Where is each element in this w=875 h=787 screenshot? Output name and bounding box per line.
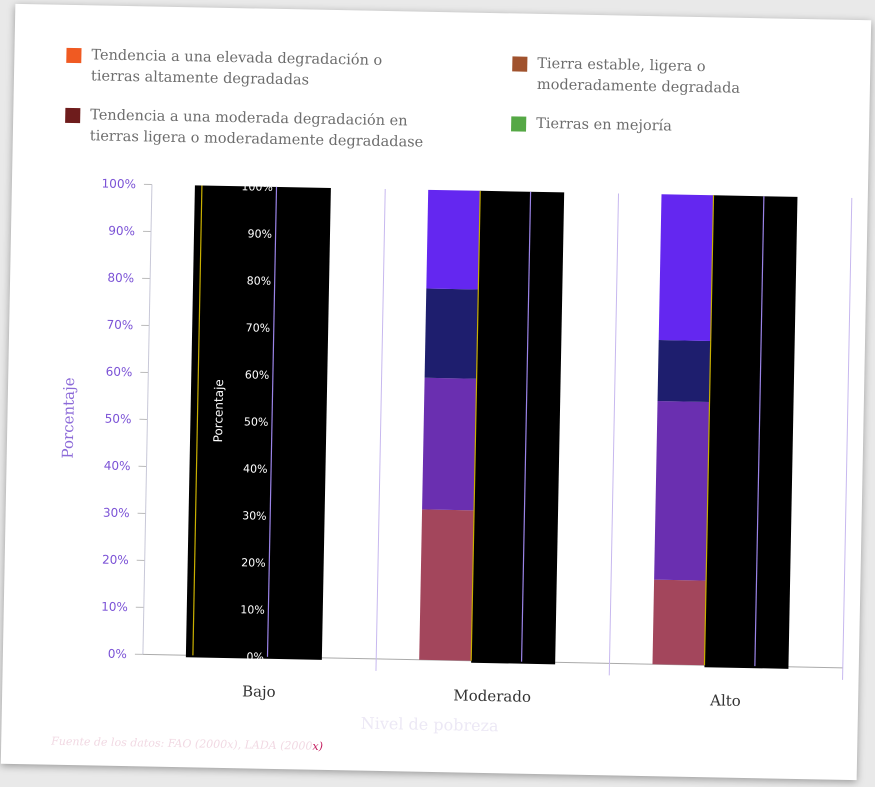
overlay-tick-label: 70% bbox=[246, 321, 271, 334]
overlay-tick-label: 10% bbox=[240, 603, 265, 616]
category-separator bbox=[608, 193, 620, 676]
overlay-panel bbox=[185, 185, 331, 660]
overlay-tick-label: 30% bbox=[242, 509, 267, 522]
overlay-panel bbox=[704, 195, 798, 669]
overlay-axis-title: Porcentaje bbox=[211, 379, 226, 442]
y-tick-label: 80% bbox=[107, 271, 134, 286]
overlay-tick-label: 60% bbox=[245, 368, 270, 381]
overlay-line bbox=[192, 185, 203, 656]
overlay-tick-label: 40% bbox=[243, 462, 268, 475]
overlay-line bbox=[470, 190, 481, 661]
overlay-line bbox=[754, 196, 765, 667]
overlay-tick-label: 0% bbox=[246, 650, 264, 663]
y-tick-label: 0% bbox=[108, 647, 127, 661]
x-tick-label: Bajo bbox=[242, 682, 276, 701]
y-tick-label: 10% bbox=[101, 600, 128, 615]
overlay-line bbox=[266, 186, 278, 657]
overlay-tick-label: 90% bbox=[247, 227, 272, 240]
y-tick-label: 50% bbox=[105, 412, 132, 427]
category-separator bbox=[842, 197, 853, 680]
y-tick-label: 30% bbox=[103, 506, 130, 521]
overlay-tick-label: 20% bbox=[241, 556, 266, 569]
overlay-panel bbox=[471, 190, 565, 665]
x-tick-label: Moderado bbox=[453, 686, 531, 705]
y-tick-label: 100% bbox=[101, 177, 136, 192]
y-tick-label: 20% bbox=[102, 553, 129, 568]
bar-segment bbox=[424, 288, 479, 379]
bar-segment bbox=[657, 339, 711, 403]
y-axis-title: Porcentaje bbox=[59, 377, 79, 459]
bar-segment bbox=[652, 579, 707, 666]
y-tick-label: 40% bbox=[104, 459, 131, 474]
bar-segment bbox=[422, 377, 477, 511]
y-tick-label: 60% bbox=[106, 365, 133, 380]
overlay-tick-label: 100% bbox=[241, 180, 273, 194]
x-tick-label: Alto bbox=[709, 691, 741, 710]
chart-card: Tendencia a una elevada degradación o ti… bbox=[0, 3, 872, 781]
overlay-tick-label: 80% bbox=[247, 274, 272, 287]
y-tick-label: 90% bbox=[108, 224, 135, 239]
overlay-line bbox=[520, 191, 532, 662]
source-link[interactable]: x) bbox=[312, 739, 324, 753]
y-tick-label: 70% bbox=[106, 318, 133, 333]
category-separator bbox=[375, 188, 386, 671]
bar-segment bbox=[658, 194, 714, 341]
bar-segment bbox=[419, 509, 475, 661]
stacked-bar-chart: 0% 10% 20% 30% 40% 50% 60% 70% 80% 90% 100% Porcent… bbox=[59, 177, 853, 710]
bar-segment bbox=[426, 189, 481, 290]
overlay-tick-label: 50% bbox=[244, 415, 269, 428]
bar-segment bbox=[654, 401, 710, 581]
y-axis-line bbox=[142, 184, 153, 655]
overlay-line bbox=[703, 195, 715, 666]
